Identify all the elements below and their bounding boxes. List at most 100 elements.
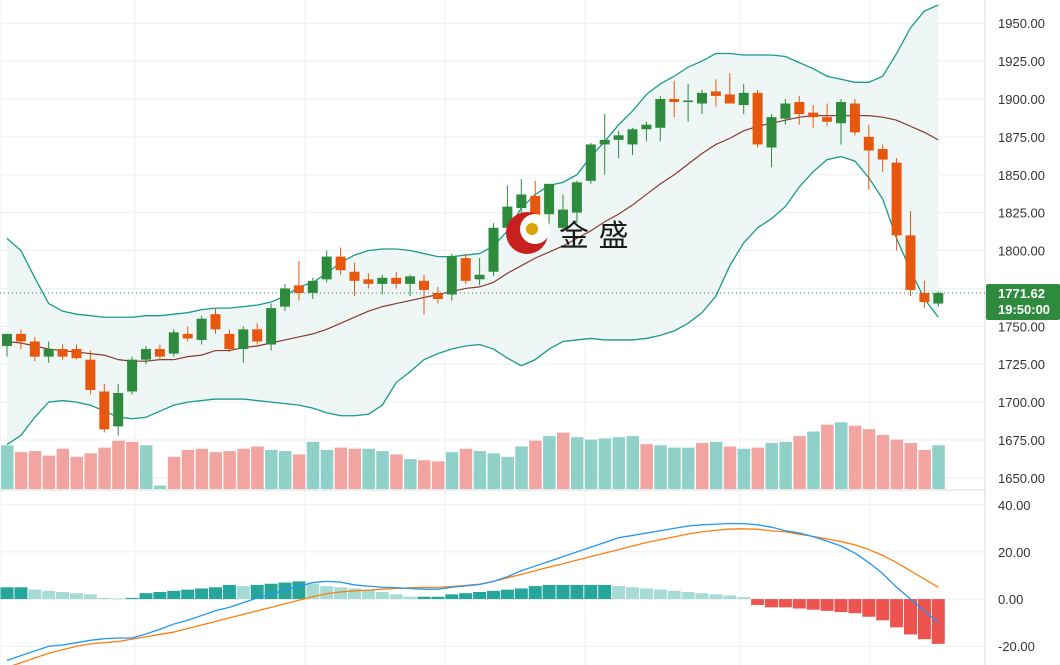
candle-body[interactable] [849, 103, 860, 133]
candle-body[interactable] [502, 206, 513, 228]
last-price-countdown: 19:50:00 [998, 302, 1050, 317]
candle-body[interactable] [57, 349, 68, 357]
candle-body[interactable] [516, 194, 527, 209]
volume-bar [70, 456, 83, 489]
candle-body[interactable] [613, 135, 624, 140]
candle-body[interactable] [919, 292, 930, 303]
candle-body[interactable] [154, 349, 165, 357]
candle-body[interactable] [168, 332, 179, 354]
candle-body[interactable] [127, 359, 138, 392]
candle-body[interactable] [780, 103, 791, 119]
logo-text: 金 盛 [559, 219, 629, 254]
macd-histogram-bar [278, 582, 292, 600]
candle-body[interactable] [752, 92, 763, 145]
macd-histogram-bar [306, 583, 320, 600]
price-axis[interactable]: 1950.00 1925.00 1900.00 1875.00 1850.00 1825.… [998, 16, 1045, 654]
candle-body[interactable] [405, 276, 416, 284]
macd-histogram-bar [528, 586, 542, 600]
candle-body[interactable] [141, 349, 151, 360]
price-tick-label: 1700.00 [998, 395, 1045, 410]
candle-body[interactable] [655, 98, 666, 128]
macd-histogram-bar [14, 587, 28, 600]
volume-bar [404, 459, 417, 489]
candle-body[interactable] [488, 227, 499, 272]
candle-body[interactable] [933, 292, 944, 304]
macd-histogram-bar [70, 593, 83, 600]
price-tick-label: 1650.00 [998, 471, 1045, 486]
volume-bar [807, 431, 820, 489]
candle-body[interactable] [460, 258, 471, 281]
macd-histogram-bar [389, 594, 403, 600]
volume-bar [279, 451, 292, 489]
macd-histogram-bar [820, 599, 834, 611]
candle-body[interactable] [293, 285, 304, 293]
volume-bar [1, 445, 14, 489]
candlestick-series[interactable] [2, 73, 944, 436]
candle-body[interactable] [738, 92, 749, 106]
candle-body[interactable] [377, 277, 388, 284]
macd-histogram-bar [765, 599, 778, 608]
volume-bar [459, 448, 473, 489]
candle-body[interactable] [877, 148, 888, 160]
candle-body[interactable] [544, 183, 555, 215]
volume-bar [251, 446, 264, 489]
candle-body[interactable] [266, 308, 277, 345]
candle-body[interactable] [182, 333, 193, 339]
macd-histogram-bar [111, 598, 125, 600]
candle-body[interactable] [710, 91, 721, 96]
price-tick-label: 1850.00 [998, 168, 1045, 183]
volume-bar [932, 445, 945, 489]
candle-body[interactable] [863, 136, 874, 151]
candle-body[interactable] [349, 271, 360, 281]
candle-body[interactable] [363, 279, 374, 284]
last-price-box [986, 284, 1060, 320]
candle-body[interactable] [683, 100, 694, 102]
candle-body[interactable] [85, 359, 96, 390]
candle-body[interactable] [794, 102, 805, 115]
candle-body[interactable] [419, 280, 429, 290]
candle-body[interactable] [599, 139, 610, 145]
candle-body[interactable] [15, 333, 26, 342]
volume-bar [890, 439, 904, 489]
candle-body[interactable] [280, 288, 290, 307]
candle-body[interactable] [822, 117, 833, 122]
candle-body[interactable] [113, 393, 124, 427]
price-tick-label: 1800.00 [998, 244, 1045, 259]
volume-bar [126, 441, 139, 489]
candle-body[interactable] [391, 277, 402, 284]
volume-bar [862, 429, 876, 489]
candle-body[interactable] [836, 102, 846, 124]
volume-bar [306, 441, 320, 489]
candle-body[interactable] [29, 341, 40, 357]
candle-body[interactable] [252, 329, 263, 342]
candle-body[interactable] [321, 256, 332, 280]
candle-body[interactable] [766, 117, 777, 148]
candle-body[interactable] [558, 209, 568, 228]
candle-body[interactable] [808, 112, 819, 118]
candle-body[interactable] [307, 280, 318, 293]
candle-body[interactable] [238, 329, 249, 350]
candle-body[interactable] [99, 391, 110, 430]
candle-body[interactable] [641, 124, 652, 130]
candle-body[interactable] [530, 195, 541, 228]
candle-body[interactable] [585, 144, 596, 181]
candle-body[interactable] [891, 162, 902, 236]
candle-body[interactable] [210, 314, 221, 330]
candle-body[interactable] [446, 256, 457, 295]
candle-body[interactable] [196, 318, 207, 340]
candle-body[interactable] [905, 235, 916, 290]
candle-body[interactable] [71, 349, 82, 359]
candle-body[interactable] [474, 274, 485, 280]
candle-body[interactable] [224, 333, 235, 350]
candle-body[interactable] [724, 94, 735, 104]
candle-body[interactable] [697, 92, 707, 104]
candle-body[interactable] [432, 292, 443, 300]
candle-body[interactable] [627, 129, 638, 145]
candle-body[interactable] [2, 333, 12, 347]
candle-body[interactable] [669, 98, 680, 102]
candle-body[interactable] [571, 182, 582, 213]
macd-histogram-bar [612, 586, 626, 600]
candle-body[interactable] [335, 256, 346, 271]
candle-body[interactable] [43, 349, 54, 357]
